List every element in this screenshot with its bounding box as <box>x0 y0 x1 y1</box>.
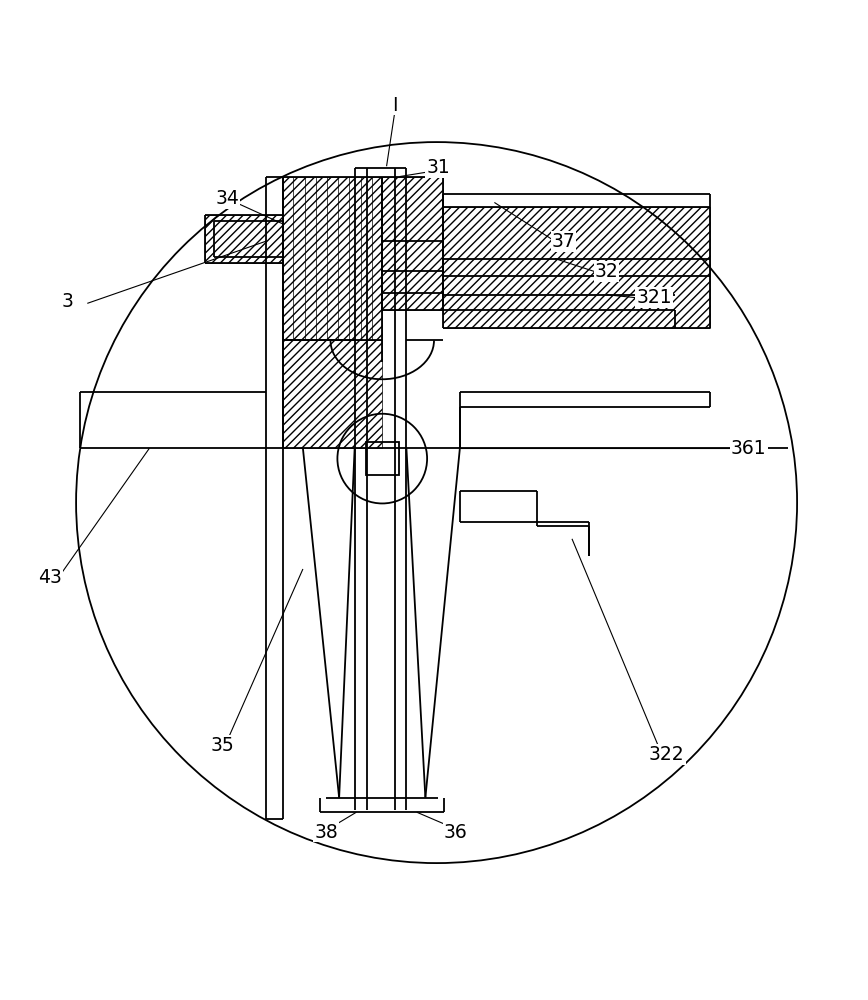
Text: 43: 43 <box>38 568 62 587</box>
Text: 34: 34 <box>215 189 239 208</box>
Bar <box>382 177 443 310</box>
Text: 3: 3 <box>62 292 74 311</box>
Text: 361: 361 <box>731 439 766 458</box>
Text: 322: 322 <box>649 745 685 764</box>
Text: 36: 36 <box>444 823 468 842</box>
Text: 37: 37 <box>551 232 575 251</box>
Text: I: I <box>392 96 398 115</box>
Bar <box>206 215 283 263</box>
Text: 32: 32 <box>595 262 618 281</box>
Bar <box>443 207 710 328</box>
Text: 35: 35 <box>211 736 234 755</box>
Text: 31: 31 <box>426 158 450 177</box>
Bar <box>366 442 398 475</box>
Text: 321: 321 <box>636 288 672 307</box>
Text: 38: 38 <box>314 823 338 842</box>
Bar <box>283 340 382 448</box>
Bar <box>283 177 382 340</box>
